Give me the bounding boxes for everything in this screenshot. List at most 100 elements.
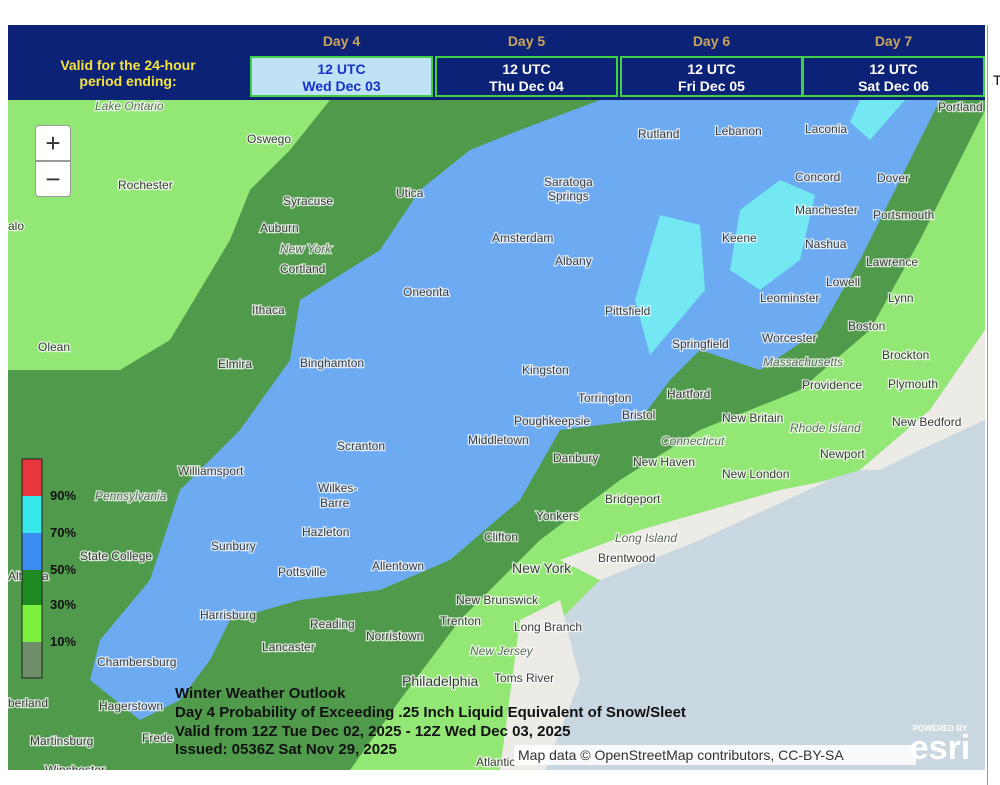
place-label: Toms River bbox=[494, 671, 554, 685]
place-label: berland bbox=[8, 696, 48, 710]
place-label: Springs bbox=[548, 189, 589, 203]
place-label: Lowell bbox=[826, 275, 860, 289]
place-label: Hagerstown bbox=[99, 699, 163, 713]
place-label: Barre bbox=[320, 496, 350, 510]
header: Valid for the 24-hour period ending: Day… bbox=[8, 25, 985, 100]
tab-box: 12 UTC Sat Dec 06 bbox=[802, 56, 985, 97]
light-green-zone bbox=[8, 100, 330, 370]
place-label: Scranton bbox=[337, 439, 385, 453]
place-label: Dover bbox=[877, 171, 909, 185]
place-label: Leominster bbox=[760, 291, 819, 305]
place-label: Lynn bbox=[888, 291, 914, 305]
place-label: Long Island bbox=[615, 531, 677, 545]
place-label: Connecticut bbox=[661, 434, 725, 448]
day-tab[interactable]: Day 6 12 UTC Fri Dec 05 bbox=[620, 25, 803, 100]
place-label: Utica bbox=[396, 186, 424, 200]
place-label: Trenton bbox=[440, 614, 481, 628]
place-label: Pottsville bbox=[278, 565, 326, 579]
caption: Winter Weather Outlook Day 4 Probability… bbox=[175, 685, 686, 758]
place-label: Lebanon bbox=[715, 124, 762, 138]
place-label: New Britain bbox=[722, 411, 783, 425]
legend-label: 10% bbox=[50, 634, 76, 649]
place-label: Pennsylvania bbox=[95, 489, 167, 503]
place-label: New Brunswick bbox=[456, 593, 539, 607]
legend-swatch bbox=[22, 459, 42, 496]
place-label: Olean bbox=[38, 340, 70, 354]
legend-frame bbox=[21, 458, 43, 679]
day-label: Day 6 bbox=[692, 33, 731, 49]
place-label: Brentwood bbox=[598, 551, 655, 565]
place-label: Ithaca bbox=[252, 303, 285, 317]
tab-time: 12 UTC bbox=[869, 61, 918, 77]
zoom-out[interactable]: − bbox=[35, 161, 71, 197]
place-label: Long Branch bbox=[514, 620, 582, 634]
tab-box: 12 UTC Fri Dec 05 bbox=[620, 56, 803, 97]
place-label: Rhode Island bbox=[790, 421, 861, 435]
place-label: Laconia bbox=[805, 122, 847, 136]
day-label: Day 7 bbox=[874, 33, 913, 49]
blue-zone bbox=[90, 100, 940, 720]
place-label: alo bbox=[8, 219, 24, 233]
legend-label: 30% bbox=[50, 597, 76, 612]
place-label: New York bbox=[512, 560, 572, 576]
place-label: New Bedford bbox=[892, 415, 961, 429]
caption-line: Day 4 Probability of Exceeding .25 Inch … bbox=[175, 704, 686, 721]
caption-line: Issued: 0536Z Sat Nov 29, 2025 bbox=[175, 741, 397, 758]
place-label: Frede bbox=[142, 731, 174, 745]
legend-swatch bbox=[22, 496, 42, 533]
place-label: Oneonta bbox=[403, 285, 449, 299]
place-label: Allentown bbox=[372, 559, 424, 573]
legend-swatch bbox=[22, 642, 42, 678]
place-label: Springfield bbox=[672, 337, 729, 351]
valid-line: period ending: bbox=[79, 73, 177, 89]
place-label: Bridgeport bbox=[605, 492, 661, 506]
tab-box: 12 UTC Thu Dec 04 bbox=[435, 56, 618, 97]
legend-label: 50% bbox=[50, 562, 76, 577]
place-label: New London bbox=[722, 467, 789, 481]
day-tab[interactable]: Day 7 12 UTC Sat Dec 06 bbox=[802, 25, 985, 100]
place-label: Worcester bbox=[762, 331, 816, 345]
place-label: Portland bbox=[938, 100, 983, 114]
map-layers: Lake Ontario Oswego Rochester Syracuse Utica… bbox=[8, 100, 985, 777]
legend-swatch bbox=[22, 533, 42, 570]
place-label: Danbury bbox=[553, 451, 598, 465]
valid-line: Valid for the 24-hour bbox=[60, 57, 196, 73]
place-label: Plymouth bbox=[888, 377, 938, 391]
place-label: Winchester bbox=[45, 763, 105, 777]
side-panel: T bbox=[987, 25, 1000, 785]
place-label: Rochester bbox=[118, 178, 173, 192]
place-label: Boston bbox=[848, 319, 885, 333]
place-label: Williamsport bbox=[178, 464, 244, 478]
zoom-in[interactable]: + bbox=[35, 125, 71, 161]
place-label: Rutland bbox=[638, 127, 679, 141]
tab-time: 12 UTC bbox=[687, 61, 736, 77]
place-label: New Jersey bbox=[470, 644, 534, 658]
place-label: Martinsburg bbox=[30, 734, 93, 748]
place-label: New Haven bbox=[633, 455, 695, 469]
logo-brand: esri bbox=[910, 729, 971, 767]
place-label: Hartford bbox=[667, 387, 710, 401]
place-label: Providence bbox=[802, 378, 862, 392]
place-label: Lancaster bbox=[262, 640, 315, 654]
place-label: Auburn bbox=[260, 221, 299, 235]
place-label: Harrisburg bbox=[200, 608, 256, 622]
place-label: Clifton bbox=[484, 530, 518, 544]
place-label: Philadelphia bbox=[402, 673, 478, 689]
place-label: Syracuse bbox=[283, 194, 333, 208]
legend: 90% 70% 50% 30% 10% bbox=[21, 458, 76, 679]
place-label: Concord bbox=[795, 170, 840, 184]
cyan-zone bbox=[850, 100, 905, 140]
tab-date: Wed Dec 03 bbox=[302, 78, 381, 94]
place-label: State College bbox=[80, 549, 152, 563]
place-label: Atlantic bbox=[476, 755, 515, 769]
tab-date: Thu Dec 04 bbox=[489, 78, 564, 94]
day-tab[interactable]: Day 4 12 UTC Wed Dec 03 bbox=[250, 25, 433, 100]
day-tab[interactable]: Day 5 12 UTC Thu Dec 04 bbox=[435, 25, 618, 100]
place-label: Bristol bbox=[622, 408, 655, 422]
place-label: Binghamton bbox=[300, 356, 364, 370]
place-label: Lawrence bbox=[866, 255, 918, 269]
valid-label: Valid for the 24-hour period ending: bbox=[8, 57, 248, 89]
place-label: Portsmouth bbox=[873, 208, 934, 222]
